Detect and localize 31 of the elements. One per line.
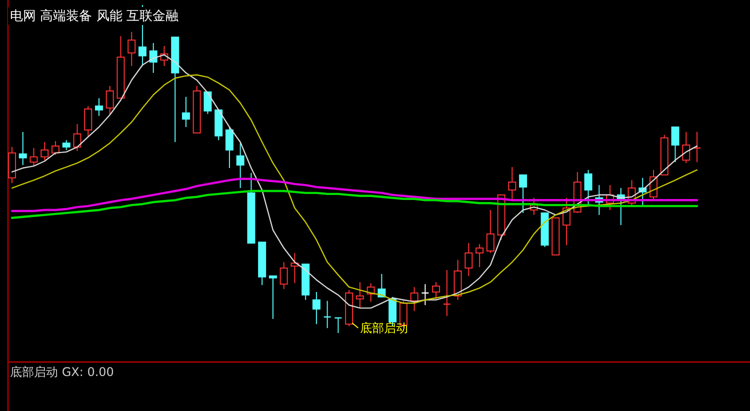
candlestick [73,124,82,152]
candlestick [51,140,60,156]
candlestick [508,166,516,201]
candlestick [62,140,70,150]
candlestick [671,126,680,163]
candlestick [280,262,288,290]
candlestick [18,131,27,166]
candlestick [682,131,690,164]
candlestick [519,174,528,214]
candlestick [204,91,212,114]
candlestick [84,106,92,136]
candlestick [464,242,473,276]
candlestick [410,286,418,312]
candlestick [40,142,49,161]
candlestick [106,86,114,116]
candlestick [182,96,190,128]
candlestick [476,244,484,268]
candlestick [225,126,234,169]
candlestick [432,282,440,300]
candlestick [94,98,103,116]
candlestick [30,148,38,167]
candlestick [236,142,244,189]
text: 底部启动 GX: 0.00 [10,365,114,379]
annotation: 底部启动 [360,321,408,335]
candlestick [268,275,277,320]
candlestick [128,31,136,67]
candlestick [486,210,494,254]
candlestick [584,169,592,206]
chart-title: 电网 高端装备 风能 互联金融 [10,8,178,24]
candlestick [312,292,320,325]
candlestick [356,282,364,309]
